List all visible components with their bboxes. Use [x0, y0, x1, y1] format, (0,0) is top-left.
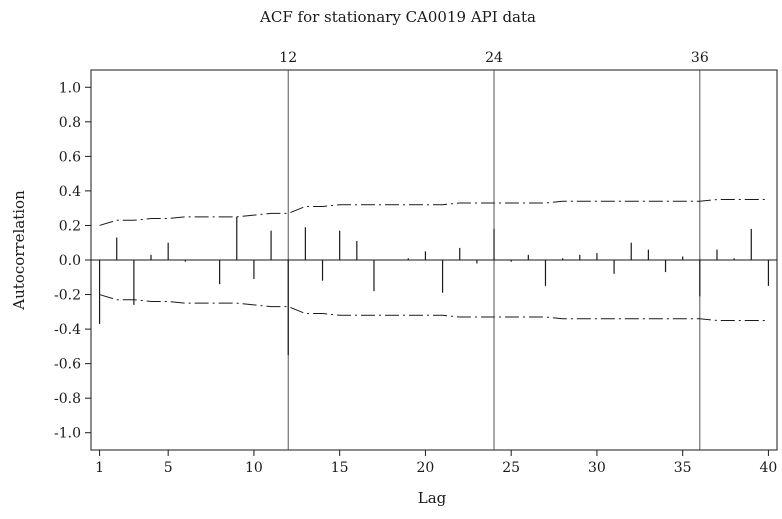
y-tick-label: -0.6 — [54, 357, 81, 373]
x-tick-label: 20 — [417, 460, 435, 476]
x-tick-label: 10 — [245, 460, 263, 476]
seasonal-label-12: 12 — [279, 50, 297, 66]
x-axis-title: Lag — [418, 489, 447, 507]
x-tick-label: 35 — [674, 460, 692, 476]
y-tick-label: -0.2 — [54, 288, 81, 304]
confidence-band-upper — [99, 199, 769, 226]
x-tick-label: 1 — [95, 460, 104, 476]
x-tick-label: 5 — [164, 460, 173, 476]
y-tick-label: 0.4 — [59, 184, 81, 200]
x-tick-label: 30 — [588, 460, 606, 476]
seasonal-label-36: 36 — [691, 50, 709, 66]
y-tick-label: 1.0 — [59, 80, 81, 96]
y-tick-label: 0.6 — [59, 149, 81, 165]
x-tick-label: 40 — [760, 460, 778, 476]
x-tick-label: 15 — [331, 460, 349, 476]
x-tick-label: 25 — [502, 460, 520, 476]
y-tick-label: 0.8 — [59, 115, 81, 131]
confidence-band-lower — [99, 294, 769, 321]
chart-title: ACF for stationary CA0019 API data — [259, 8, 536, 26]
seasonal-label-24: 24 — [485, 50, 503, 66]
plot-area: 12 24 36 1.0 0.8 0.6 0.4 0.2 0.0 -0.2 -0.4 -0.6 -0.8… — [54, 50, 778, 476]
y-tick-label: 0.2 — [59, 218, 81, 234]
y-tick-label: -1.0 — [54, 426, 81, 442]
y-tick-label: 0.0 — [59, 253, 81, 269]
y-axis-title: Autocorrelation — [10, 190, 28, 311]
y-tick-label: -0.4 — [54, 322, 81, 338]
y-tick-label: -0.8 — [54, 391, 81, 407]
